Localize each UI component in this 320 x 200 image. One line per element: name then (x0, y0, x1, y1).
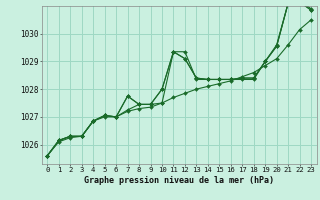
X-axis label: Graphe pression niveau de la mer (hPa): Graphe pression niveau de la mer (hPa) (84, 176, 274, 185)
